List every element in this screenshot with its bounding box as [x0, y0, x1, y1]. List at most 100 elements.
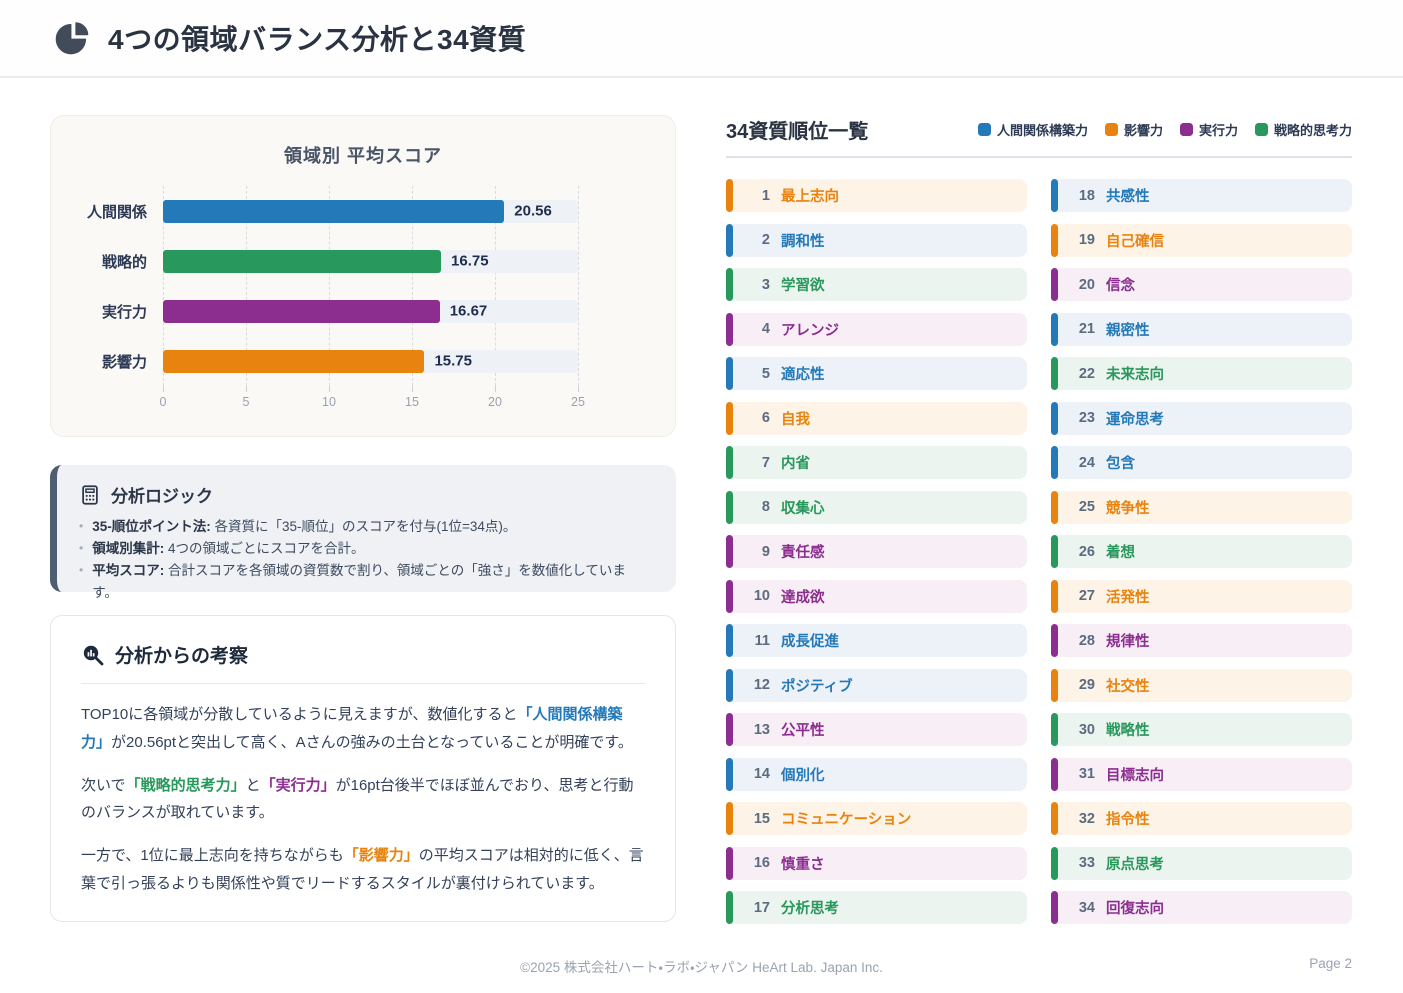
ranking-item: 19 自己確信 [1051, 223, 1352, 257]
ranking-title: 34資質順位一覧 [726, 121, 869, 143]
ranking-item-rank: 26 [1078, 543, 1095, 560]
ranking-item: 4 アレンジ [726, 312, 1027, 346]
ranking-item-name: 運命思考 [1106, 411, 1164, 428]
legend-swatch [1254, 123, 1268, 136]
ranking-item-rank: 29 [1078, 677, 1095, 693]
ranking-item: 13 公平性 [726, 713, 1027, 746]
ranking-item-accent [726, 179, 733, 212]
x-axis-tick [329, 386, 330, 392]
insight-box-header: 分析からの考察 [81, 641, 645, 668]
ranking-item-rank: 3 [761, 276, 770, 293]
ranking-item-accent [726, 668, 733, 702]
ranking-item-name: アレンジ [781, 322, 839, 339]
bullet-label: 平均スコア: [92, 562, 168, 578]
ranking-item-accent [726, 713, 733, 746]
ranking-item-rank: 16 [753, 855, 770, 871]
ranking-item: 6 自我 [726, 401, 1027, 435]
logic-bullet-item: • 領域別集計: 4つの領域ごとにスコアを合計。 [79, 538, 650, 560]
ranking-item-name: 親密性 [1106, 322, 1150, 339]
ranking-item-rank: 8 [761, 499, 770, 515]
ranking-item-name: 未来志向 [1106, 367, 1164, 383]
ranking-item-accent [1051, 802, 1058, 835]
ranking-item-name: 調和性 [781, 233, 825, 250]
ranking-item: 26 着想 [1051, 535, 1352, 568]
ranking-item: 29 社交性 [1051, 668, 1352, 702]
ranking-panel: 34資質順位一覧 人間関係構築力 影響力 実行力 戦略的思考力 1 最上志向 2 調和性 3 学… [726, 115, 1352, 924]
x-axis-tick-label: 15 [405, 395, 419, 409]
ranking-item-rank: 15 [753, 810, 770, 827]
ranking-item-rank: 30 [1078, 721, 1095, 738]
ranking-item-name: 自己確信 [1106, 233, 1164, 250]
ranking-item-name: 最上志向 [781, 189, 839, 205]
ranking-item: 5 適応性 [726, 357, 1027, 390]
gridline [412, 186, 413, 386]
ranking-item-rank: 24 [1078, 454, 1095, 471]
ranking-item: 23 運命思考 [1051, 401, 1352, 435]
legend-label: 人間関係構築力 [996, 123, 1088, 138]
ranking-item-accent [726, 268, 733, 301]
ranking-item-rank: 17 [753, 899, 770, 916]
ranking-item-name: 学習欲 [781, 278, 825, 294]
ranking-item-rank: 7 [761, 454, 770, 471]
ranking-item-accent [1051, 757, 1058, 791]
ranking-item: 32 指令性 [1051, 802, 1352, 835]
footer-copyright: ©2025 株式会社ハート・ラボ・ジャパン HeArt Lab. Japan I… [520, 960, 883, 975]
insight-divider [81, 683, 645, 684]
gridline [578, 186, 579, 386]
legend-item: 人間関係構築力 [977, 120, 1088, 139]
ranking-item: 34 回復志向 [1051, 891, 1352, 924]
legend-label: 戦略的思考力 [1273, 123, 1352, 138]
paragraph-text: が20.56ptと突出して高く、Aさんの強みの土台となっていることが明確です。 [111, 733, 633, 751]
legend-label: 実行力 [1198, 123, 1238, 138]
bullet-dot: • [79, 562, 84, 577]
ranking-item-accent [1051, 891, 1058, 924]
ranking-item-rank: 4 [761, 321, 770, 337]
chart-bar-row: 影響力 15.75 [79, 336, 647, 386]
ranking-item: 27 活発性 [1051, 579, 1352, 613]
ranking-item-name: 着想 [1106, 545, 1135, 561]
ranking-item-rank: 23 [1078, 410, 1095, 426]
ranking-item-rank: 13 [753, 721, 770, 738]
x-axis-tick-label: 25 [571, 395, 585, 409]
paragraph-text: TOP10に各領域が分散しているように見えますが、数値化すると [81, 706, 518, 723]
ranking-item-accent [1051, 668, 1058, 702]
bullet-text: 領域別集計: 4つの領域ごとにスコアを合計。 [92, 540, 365, 556]
bullet-label: 領域別集計: [92, 540, 168, 556]
ranking-item-rank: 28 [1078, 632, 1095, 649]
ranking-item-accent [1051, 268, 1058, 301]
chart-bar-track: 15.75 [163, 349, 578, 373]
insight-box-title: 分析からの考察 [115, 646, 249, 667]
chart-bars: 人間関係 20.56 戦略的 16.75 実行力 16.67 影響力 15.75 [79, 186, 647, 386]
ranking-item-accent [726, 802, 733, 835]
chart-value-label: 16.67 [449, 302, 488, 320]
ranking-item-name: 自我 [781, 411, 810, 428]
chart-bar-row: 戦略的 16.75 [79, 236, 647, 286]
highlight-term: 「影響力」 [343, 847, 419, 864]
ranking-item-accent [1051, 713, 1058, 746]
ranking-item-rank: 31 [1078, 766, 1095, 782]
ranking-item-rank: 12 [753, 677, 770, 693]
insight-box: 分析からの考察 TOP10に各領域が分散しているように見えますが、数値化すると「… [50, 615, 676, 922]
ranking-item-accent [726, 357, 733, 390]
ranking-item: 10 達成欲 [726, 579, 1027, 613]
ranking-item-rank: 34 [1078, 899, 1095, 916]
ranking-item: 21 親密性 [1051, 312, 1352, 346]
ranking-item-name: 目標志向 [1106, 767, 1164, 784]
gridline [163, 186, 164, 386]
ranking-item-accent [726, 535, 733, 568]
paragraph-text: の平均スコアは相対的に低く、言葉で引っ張るよりも関係性や質でリードするスタイルが… [81, 847, 644, 892]
ranking-item: 12 ポジティブ [726, 668, 1027, 702]
x-axis-tick [246, 386, 247, 392]
chart-title: 領域別 平均スコア [283, 146, 442, 166]
x-axis-tick-label: 10 [322, 395, 336, 409]
chart-x-axis: 0 5 10 15 20 25 [160, 386, 585, 420]
ranking-item: 14 個別化 [726, 757, 1027, 791]
ranking-divider [726, 156, 1352, 158]
ranking-item-accent [1051, 223, 1058, 257]
ranking-item-name: 信念 [1106, 278, 1135, 294]
ranking-item-accent [1051, 312, 1058, 346]
page-title: 4つの領域バランス分析と34資質 [108, 24, 527, 55]
ranking-item-name: 内省 [781, 456, 810, 472]
ranking-item-rank: 21 [1078, 321, 1095, 337]
